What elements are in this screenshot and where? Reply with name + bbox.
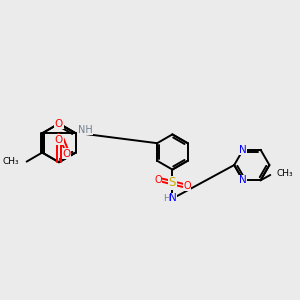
Text: O: O [183,181,191,191]
Text: CH₃: CH₃ [277,169,293,178]
Text: O: O [55,118,63,129]
Text: NH: NH [78,125,93,135]
Text: H: H [163,194,169,203]
Text: N: N [169,193,177,203]
Text: O: O [154,175,162,184]
Text: O: O [62,149,70,159]
Text: N: N [239,175,247,185]
Text: S: S [169,176,176,189]
Text: CH₃: CH₃ [2,157,19,166]
Text: O: O [55,135,63,145]
Text: N: N [239,145,247,155]
